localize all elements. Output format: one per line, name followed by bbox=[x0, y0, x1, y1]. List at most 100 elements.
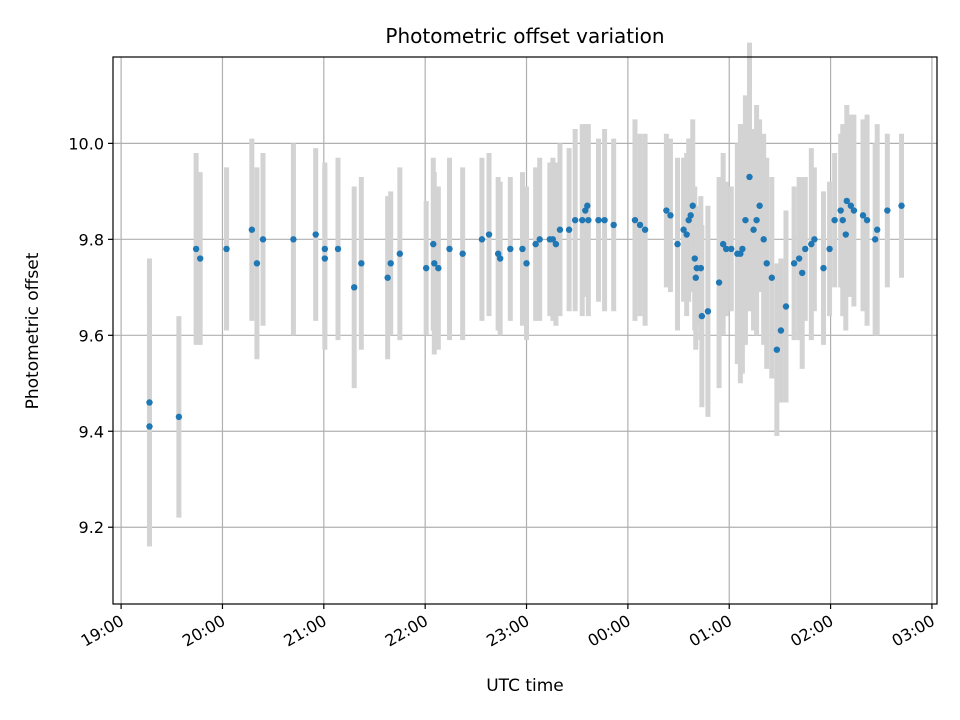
data-point bbox=[259, 236, 267, 243]
data-point bbox=[584, 202, 591, 209]
data-point bbox=[847, 202, 855, 209]
data-point bbox=[459, 250, 466, 257]
data-point bbox=[601, 216, 608, 224]
data-point bbox=[802, 245, 809, 253]
data-point bbox=[777, 327, 785, 334]
data-point bbox=[874, 226, 881, 233]
y-tick-label: 9.2 bbox=[79, 518, 104, 537]
data-point bbox=[674, 240, 681, 248]
data-point bbox=[698, 312, 706, 320]
data-point bbox=[753, 216, 760, 224]
data-point bbox=[839, 216, 846, 224]
y-tick-label: 9.8 bbox=[79, 230, 104, 249]
data-point bbox=[196, 255, 204, 262]
data-point bbox=[691, 255, 698, 262]
data-point bbox=[579, 216, 586, 224]
data-point bbox=[742, 216, 749, 224]
data-point bbox=[687, 212, 694, 219]
data-point bbox=[842, 231, 849, 238]
data-point bbox=[582, 207, 589, 214]
data-point bbox=[585, 216, 592, 224]
data-point bbox=[435, 264, 442, 272]
data-point bbox=[837, 207, 844, 214]
data-point bbox=[321, 245, 329, 253]
data-point bbox=[351, 284, 358, 291]
data-point bbox=[485, 231, 493, 238]
data-point bbox=[532, 240, 539, 248]
data-point bbox=[536, 236, 543, 243]
data-point bbox=[756, 202, 763, 209]
data-point bbox=[478, 236, 486, 243]
y-axis-ticks: 9.2 9.4 9.6 9.8 10.0 bbox=[68, 134, 113, 537]
data-point bbox=[884, 207, 891, 214]
data-point bbox=[663, 207, 670, 214]
data-point bbox=[507, 245, 514, 253]
data-point bbox=[422, 264, 430, 272]
data-point bbox=[610, 221, 617, 229]
data-point bbox=[773, 346, 781, 353]
data-point bbox=[312, 231, 319, 238]
data-point bbox=[689, 202, 696, 209]
data-point bbox=[715, 279, 723, 286]
data-point bbox=[552, 240, 560, 248]
data-point bbox=[631, 216, 639, 224]
data-point bbox=[175, 413, 183, 421]
data-point bbox=[719, 240, 727, 248]
y-tick-label: 10.0 bbox=[68, 134, 104, 153]
data-point bbox=[387, 260, 394, 267]
data-point bbox=[795, 255, 803, 262]
chart-title: Photometric offset variation bbox=[385, 24, 664, 48]
data-point bbox=[737, 250, 744, 257]
data-point bbox=[863, 216, 871, 224]
data-point bbox=[430, 240, 437, 248]
data-point bbox=[843, 197, 850, 205]
data-point bbox=[549, 236, 557, 243]
data-point bbox=[850, 207, 858, 214]
data-point bbox=[431, 260, 438, 267]
x-axis-title: UTC time bbox=[486, 676, 564, 696]
data-point bbox=[384, 274, 391, 281]
data-point bbox=[750, 226, 757, 233]
data-point bbox=[697, 264, 705, 272]
data-point bbox=[685, 216, 692, 224]
data-point bbox=[496, 255, 504, 262]
data-points bbox=[146, 173, 905, 430]
data-point bbox=[746, 173, 753, 181]
data-point bbox=[290, 236, 297, 243]
data-point bbox=[641, 226, 649, 233]
data-point bbox=[636, 221, 644, 229]
data-point bbox=[704, 308, 712, 315]
y-tick-label: 9.4 bbox=[79, 422, 104, 441]
data-point bbox=[253, 260, 261, 267]
data-point bbox=[871, 236, 879, 243]
data-point bbox=[782, 303, 790, 310]
data-point bbox=[760, 236, 767, 243]
data-point bbox=[595, 216, 602, 224]
data-point bbox=[334, 245, 342, 253]
data-point bbox=[799, 269, 806, 277]
data-point bbox=[565, 226, 573, 233]
plot-frame bbox=[112, 56, 938, 605]
data-point bbox=[396, 250, 404, 257]
data-point bbox=[519, 245, 526, 253]
data-point bbox=[680, 226, 687, 233]
data-point bbox=[667, 212, 674, 219]
data-point bbox=[763, 260, 770, 267]
data-point bbox=[859, 212, 867, 219]
data-point bbox=[192, 245, 200, 253]
data-point bbox=[358, 260, 365, 267]
data-point bbox=[820, 264, 827, 272]
data-point bbox=[808, 240, 815, 248]
data-point bbox=[790, 260, 798, 267]
data-point bbox=[571, 216, 579, 224]
data-point bbox=[826, 245, 833, 253]
data-point bbox=[146, 423, 153, 430]
data-point bbox=[831, 216, 838, 224]
data-point bbox=[446, 245, 453, 253]
data-point bbox=[523, 260, 530, 267]
data-point bbox=[811, 236, 818, 243]
data-point bbox=[248, 226, 256, 233]
data-point bbox=[223, 245, 230, 253]
